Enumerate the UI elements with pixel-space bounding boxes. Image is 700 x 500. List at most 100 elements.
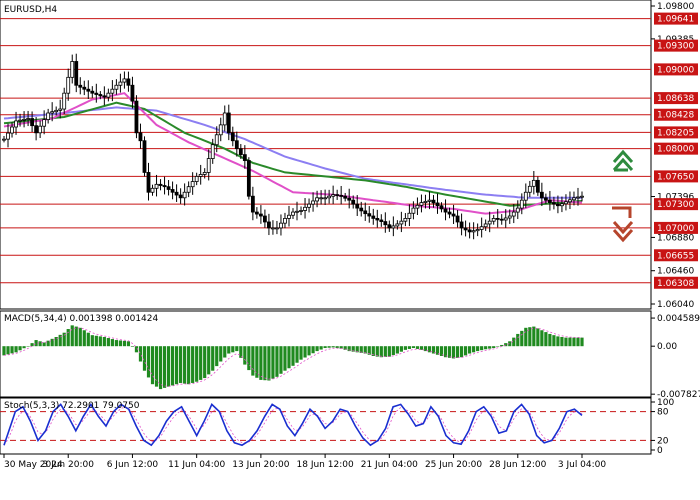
macd-bar [78,327,82,347]
macd-signal-line [3,327,583,387]
candle-body [531,179,536,187]
candle-body [363,210,368,215]
macd-bar [411,346,416,349]
macd-bar [568,337,572,347]
macd-bar [459,346,464,358]
macd-bar [512,337,516,347]
candle-body [74,61,79,86]
macd-bar [447,346,452,358]
candle-body [142,140,147,173]
candle-body [26,118,30,120]
macd-bar [399,346,403,352]
macd-bar [42,342,46,347]
candle-body [110,88,115,94]
macd-bar [488,346,492,349]
macd-bar [520,330,524,347]
candle-body [263,215,267,223]
candle-body [556,203,560,207]
macd-bar [223,346,227,358]
macd-bar [443,346,448,358]
macd-pane: MACD(5,34,4) 0.001398 0.001424 [0,310,652,398]
macd-bar [540,330,544,347]
price-tick-label: 1.06308 [657,279,694,289]
macd-axis: 0.004589 0.00 -0.007827 [651,314,700,400]
price-tick-label: 1.06655 [657,251,694,261]
price-tick-label: 1.08000 [657,145,694,155]
candle-body [343,195,348,199]
macd-bar [379,346,383,358]
candle-body [54,109,59,113]
candle-body [271,227,275,230]
candle-body [423,200,428,203]
macd-bar [451,346,456,359]
candle-body [535,179,540,193]
candle-body [560,203,564,207]
time-tick-label: 11 Jun 04:00 [168,460,225,470]
macd-bar [247,346,251,371]
level-price-tag [654,92,698,105]
time-tick-label: 30 May 2024 [4,460,63,470]
macd-bar [560,337,564,347]
macd-bar [455,346,460,358]
level-price-tag [654,39,698,52]
candle-body [395,223,400,227]
macd-tick-label: 0.00 [657,342,677,352]
candle-body [238,148,243,156]
candle-body [419,202,424,206]
candle-body [580,195,584,198]
candle-body [130,84,135,102]
stochastic-pane: Stoch(5,3,3) 72.2901 79.0750 [0,397,652,455]
macd-bar [500,344,504,347]
candle-body [375,218,380,221]
candle-body [134,100,139,134]
candle-body [399,220,404,225]
candle-body [447,211,452,215]
candle-body [283,218,287,224]
candle-body [162,185,167,188]
time-tick-label: 3 Jun 20:00 [42,460,94,470]
moving-average-line [3,106,582,199]
macd-bar [435,346,440,355]
macd-bar [323,346,327,349]
macd-bar [552,335,556,347]
macd-bar [191,346,195,383]
macd-bar [30,343,34,347]
macd-bar [158,346,163,390]
macd-bar [371,346,375,356]
stochastic-label: Stoch(5,3,3) 72.2901 79.0750 [4,401,140,411]
macd-bar [492,346,496,349]
up-signal-icon [612,149,634,172]
macd-bar [439,346,444,356]
candle-body [102,95,107,98]
candle-body [463,227,468,231]
macd-tick-label: 0.004589 [657,314,700,324]
candle-body [78,84,83,88]
candle-body [287,214,291,219]
price-tick-label: 1.09641 [657,15,694,25]
candle-body [367,213,372,217]
candle-body [323,197,328,200]
candle-body [291,211,295,216]
macd-bar [383,346,387,357]
macd-bar [524,327,528,347]
candle-body [431,199,436,204]
candles [2,53,584,240]
candle-body [275,227,279,230]
macd-bar [343,346,347,350]
macd-bar [255,346,259,378]
candle-body [307,203,311,208]
price-tick-label: 1.09800 [657,2,694,12]
macd-bar [219,346,223,362]
candle-body [327,195,332,199]
candle-body [138,132,143,142]
candle-body [258,213,263,217]
candle-body [206,158,211,173]
macd-bar [335,346,339,349]
macd-tick-label: -0.007827 [657,390,700,400]
macd-bar [14,346,18,353]
macd-bar [146,346,151,378]
candle-body [552,202,556,205]
macd-bar [331,346,335,348]
macd-bar [291,346,295,366]
